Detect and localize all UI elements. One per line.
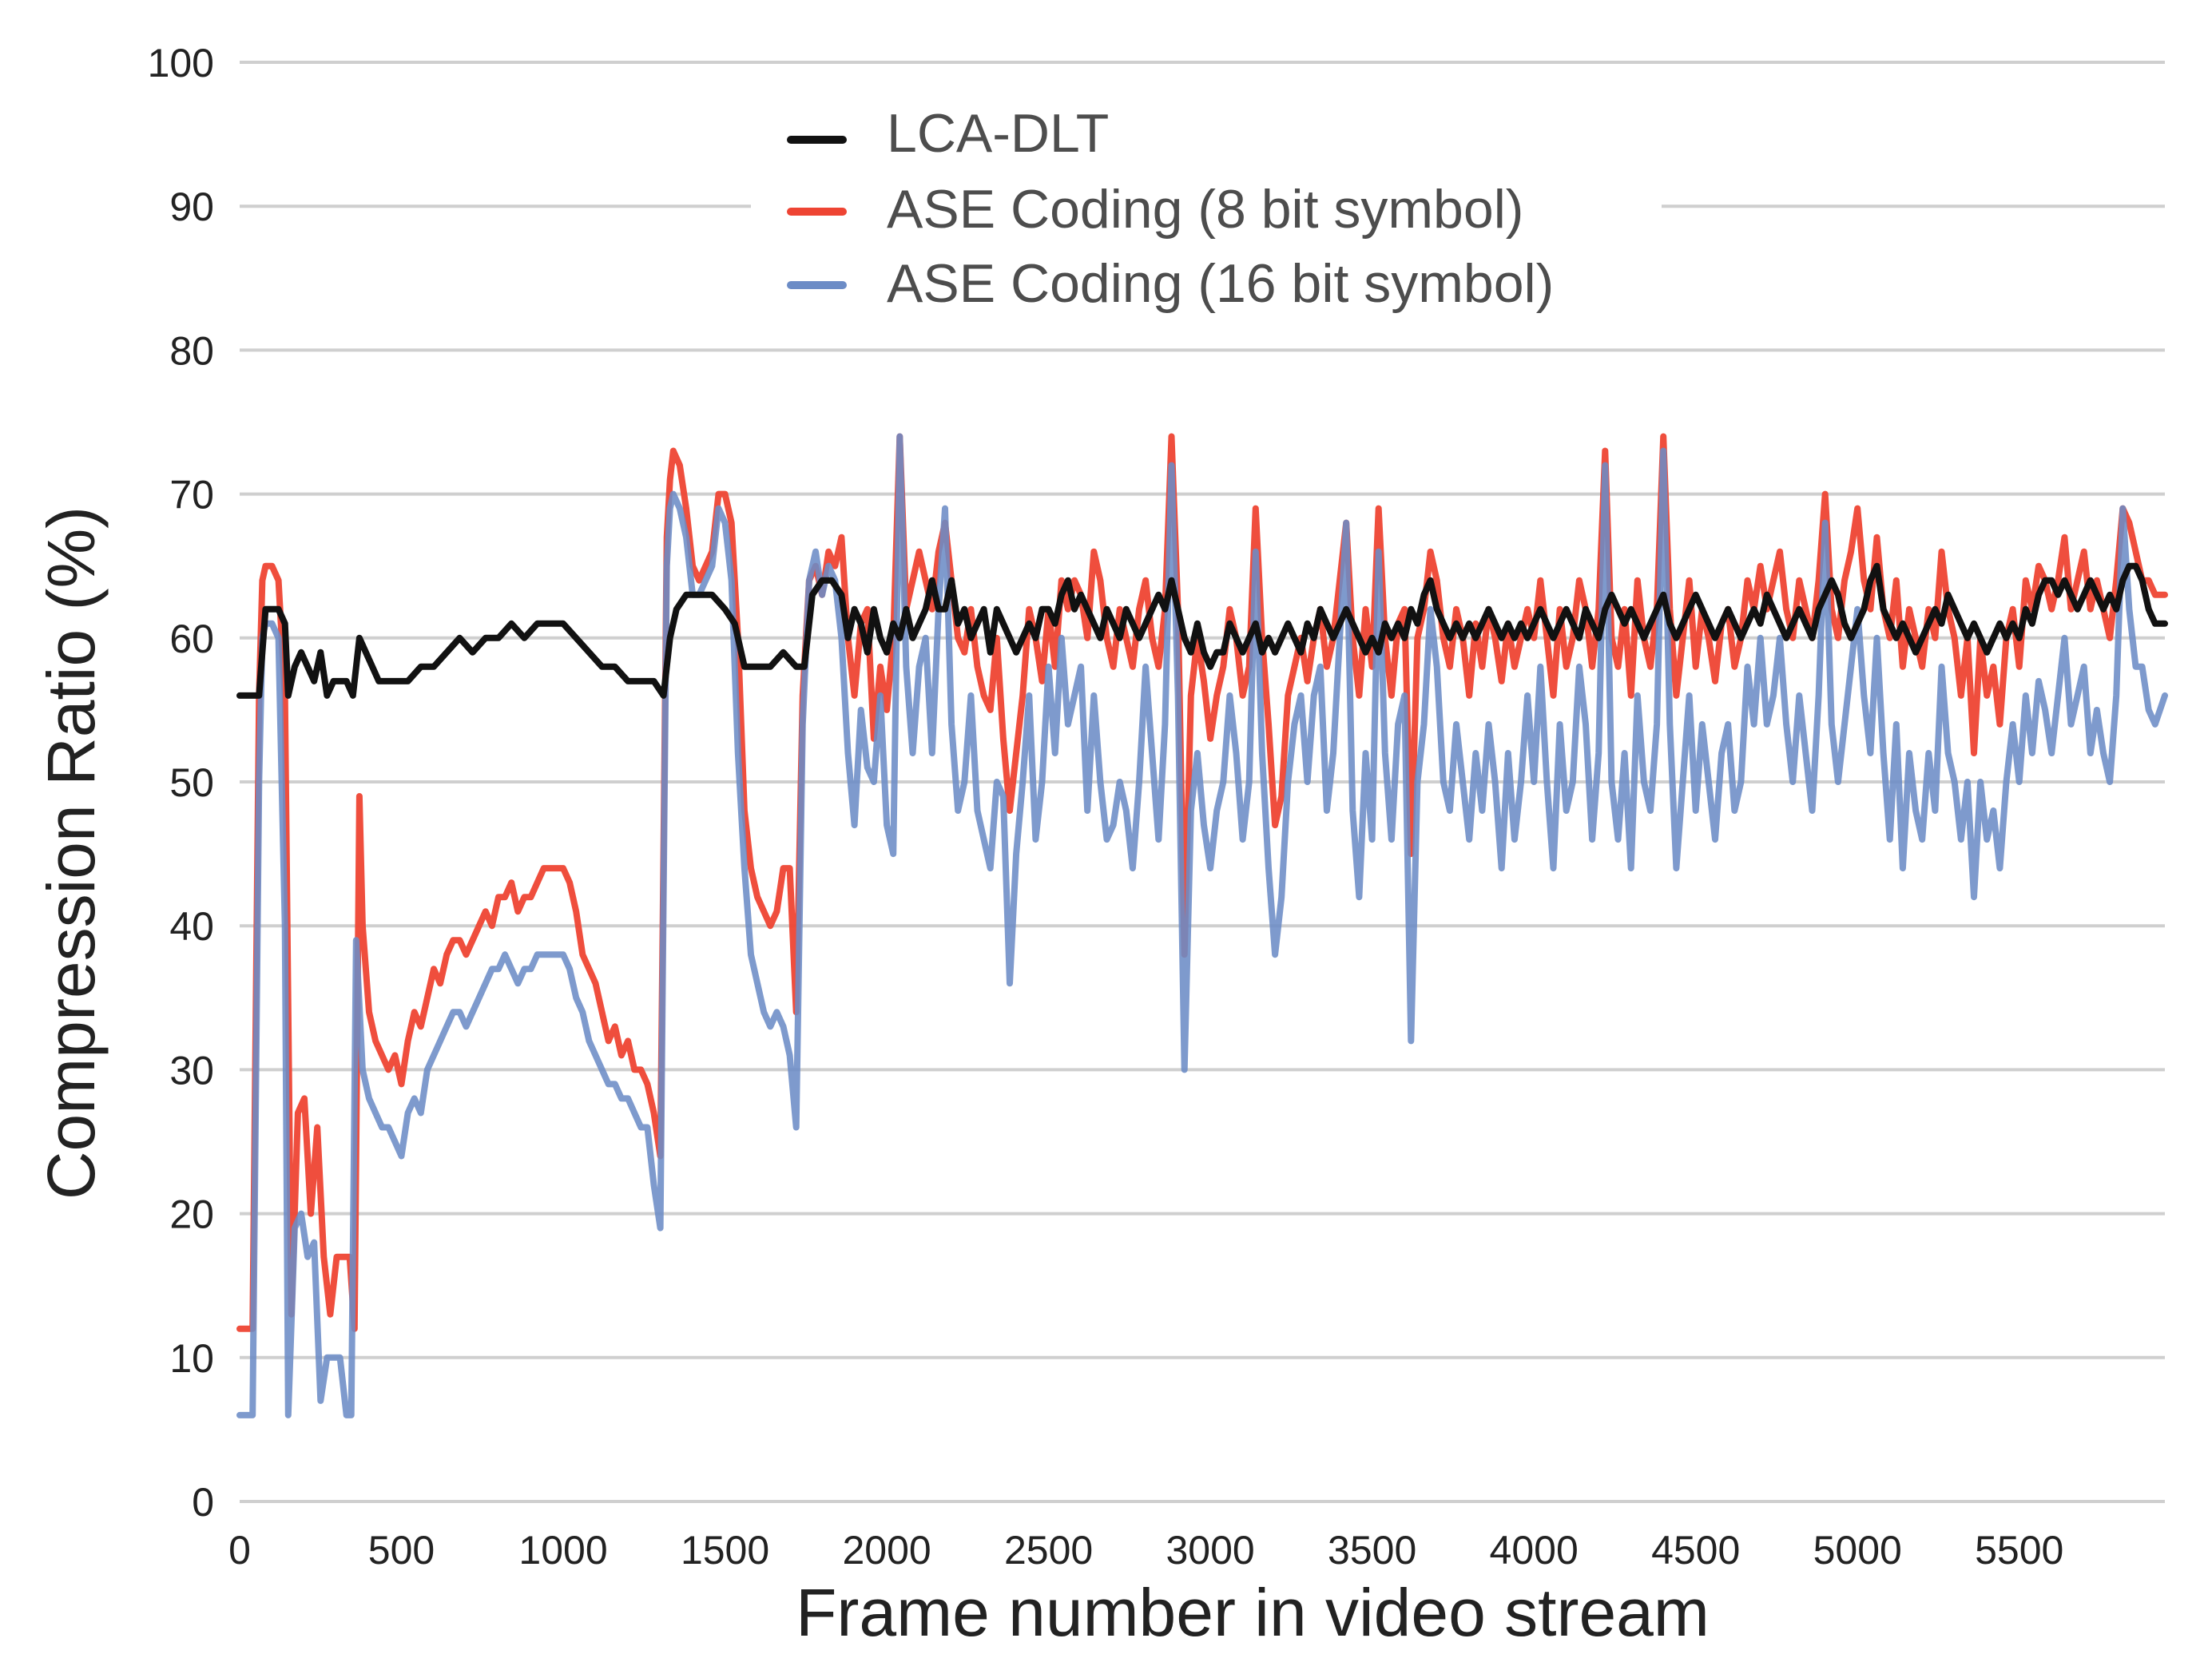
x-tick-label-5000: 5000 xyxy=(1813,1528,1902,1573)
series-line-lca-dlt xyxy=(236,562,2168,699)
y-tick-label-50: 50 xyxy=(169,760,214,805)
x-tick-label-0: 0 xyxy=(228,1528,251,1573)
x-axis-ticks: 0 500 1000 1500 2000 2500 3000 3500 4000 4500 5000… xyxy=(228,1528,2063,1573)
series-line-ase-8bit xyxy=(236,433,2168,1332)
legend-background xyxy=(751,94,1662,326)
x-tick-label-3500: 3500 xyxy=(1328,1528,1416,1573)
legend-label-ase-8bit: ASE Coding (8 bit symbol) xyxy=(887,179,1523,240)
y-tick-label-90: 90 xyxy=(169,184,214,229)
y-tick-label-0: 0 xyxy=(192,1480,214,1525)
x-tick-label-4500: 4500 xyxy=(1651,1528,1740,1573)
legend: LCA-DLT ASE Coding (8 bit symbol) ASE Co… xyxy=(751,94,1662,326)
x-tick-label-4000: 4000 xyxy=(1490,1528,1579,1573)
y-tick-label-80: 80 xyxy=(169,328,214,373)
x-tick-label-3000: 3000 xyxy=(1166,1528,1255,1573)
y-axis-ticks: 0 10 20 30 40 50 60 70 80 90 100 xyxy=(148,41,214,1525)
y-tick-label-30: 30 xyxy=(169,1048,214,1093)
x-tick-label-5500: 5500 xyxy=(1975,1528,2063,1573)
legend-label-lca-dlt: LCA-DLT xyxy=(887,103,1109,164)
series-layer xyxy=(236,433,2168,1418)
x-tick-label-500: 500 xyxy=(368,1528,435,1573)
series-line-ase-16bit xyxy=(236,433,2168,1418)
x-axis-title: Frame number in video stream xyxy=(796,1575,1710,1650)
x-tick-label-2000: 2000 xyxy=(842,1528,931,1573)
y-axis-title: Compression Ratio (%) xyxy=(34,506,109,1200)
x-tick-label-2500: 2500 xyxy=(1004,1528,1093,1573)
y-tick-label-70: 70 xyxy=(169,473,214,518)
x-tick-label-1500: 1500 xyxy=(681,1528,769,1573)
y-tick-label-60: 60 xyxy=(169,617,214,661)
x-tick-label-1000: 1000 xyxy=(518,1528,607,1573)
y-tick-label-10: 10 xyxy=(169,1336,214,1381)
y-tick-label-20: 20 xyxy=(169,1192,214,1237)
legend-label-ase-16bit: ASE Coding (16 bit symbol) xyxy=(887,253,1554,314)
y-tick-label-40: 40 xyxy=(169,904,214,949)
y-tick-label-100: 100 xyxy=(148,41,214,85)
